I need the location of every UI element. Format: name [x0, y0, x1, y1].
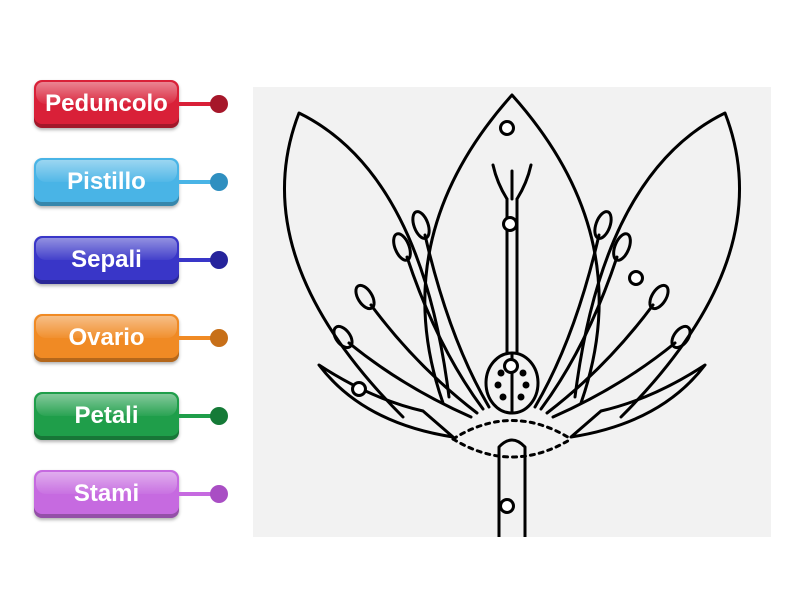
pin-line [179, 414, 213, 418]
drop-target-t-stami[interactable] [628, 270, 644, 286]
label-text: Petali [74, 402, 138, 430]
label-item-peduncolo: Peduncolo [34, 80, 224, 128]
label-text: Ovario [68, 324, 144, 352]
label-tag-pistillo[interactable]: Pistillo [34, 158, 179, 206]
drop-target-t-petalo-top[interactable] [499, 120, 515, 136]
pin-line [179, 492, 213, 496]
label-tag-petali[interactable]: Petali [34, 392, 179, 440]
pin-line [179, 180, 213, 184]
label-tag-sepali[interactable]: Sepali [34, 236, 179, 284]
label-text: Stami [74, 480, 139, 508]
label-text: Pistillo [67, 168, 146, 196]
pin-dot[interactable] [210, 485, 228, 503]
pin-line [179, 336, 213, 340]
pin-dot[interactable] [210, 407, 228, 425]
pin-line [179, 102, 213, 106]
drop-target-t-sepali[interactable] [351, 381, 367, 397]
pin-dot[interactable] [210, 329, 228, 347]
label-item-ovario: Ovario [34, 314, 224, 362]
label-list: Peduncolo Pistillo Sepali Ovario Petali Stami [34, 80, 224, 548]
label-item-pistillo: Pistillo [34, 158, 224, 206]
drop-target-t-pistillo[interactable] [502, 216, 518, 232]
label-text: Peduncolo [45, 90, 168, 118]
pin-dot[interactable] [210, 251, 228, 269]
flower-svg [253, 87, 771, 537]
pin-dot[interactable] [210, 95, 228, 113]
label-tag-stami[interactable]: Stami [34, 470, 179, 518]
flower-diagram [253, 87, 771, 537]
drop-target-t-peduncolo[interactable] [499, 498, 515, 514]
label-item-stami: Stami [34, 470, 224, 518]
label-tag-peduncolo[interactable]: Peduncolo [34, 80, 179, 128]
label-tag-ovario[interactable]: Ovario [34, 314, 179, 362]
pin-line [179, 258, 213, 262]
pin-dot[interactable] [210, 173, 228, 191]
label-item-petali: Petali [34, 392, 224, 440]
label-item-sepali: Sepali [34, 236, 224, 284]
label-text: Sepali [71, 246, 142, 274]
drop-target-t-ovario[interactable] [503, 358, 519, 374]
